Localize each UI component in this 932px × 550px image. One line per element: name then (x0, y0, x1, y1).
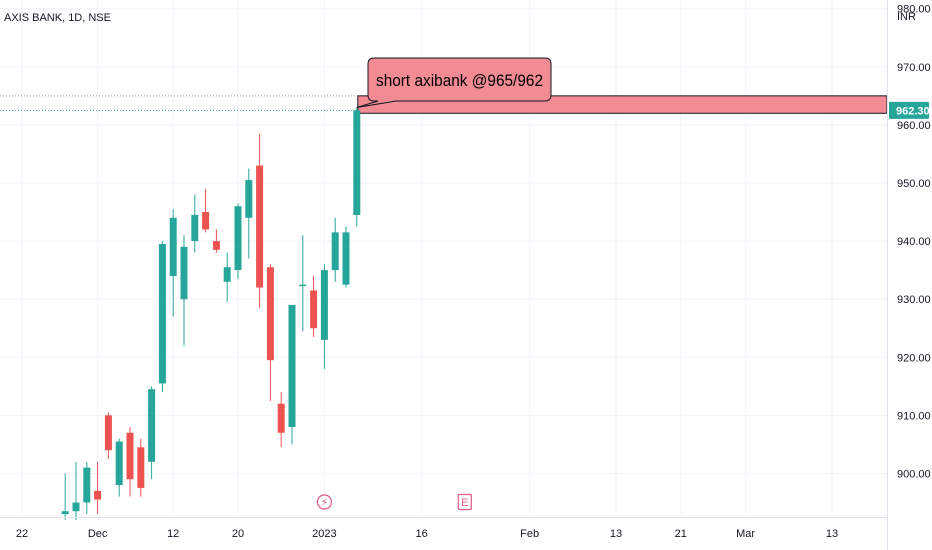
candle-body (277, 403, 285, 433)
candle[interactable] (148, 386, 156, 480)
candle[interactable] (245, 168, 253, 259)
candle[interactable] (83, 461, 91, 515)
callout-text: short axibank @965/962 (376, 71, 543, 90)
candle[interactable] (353, 107, 361, 227)
candle-body (72, 502, 80, 512)
candle[interactable] (331, 217, 339, 282)
callout-annotation[interactable]: short axibank @965/962 (356, 57, 552, 108)
candle-body (148, 389, 156, 462)
candle[interactable] (342, 226, 350, 288)
candle[interactable] (137, 438, 145, 497)
candle-body (266, 267, 274, 361)
candle-body (180, 246, 188, 300)
price-tick-label: 940.00 (897, 236, 931, 248)
candle-body (256, 165, 264, 288)
candle-body (94, 490, 102, 500)
candle-body (169, 217, 177, 276)
candle[interactable] (202, 188, 210, 233)
candle[interactable] (180, 235, 188, 346)
candle[interactable] (320, 264, 328, 369)
symbol-title: AXIS BANK, 1D, NSE (4, 12, 111, 24)
candle-body (234, 206, 242, 271)
candle-body (320, 270, 328, 340)
candle[interactable] (256, 133, 264, 308)
candle-body (353, 110, 361, 215)
candle[interactable] (212, 229, 220, 253)
price-tick-label: 910.00 (897, 410, 931, 422)
candles-group (61, 107, 361, 520)
candle-body (115, 441, 123, 486)
earnings-marker[interactable]: E (457, 493, 472, 511)
candle-body (83, 467, 91, 503)
candle-body (191, 214, 199, 242)
candle-body (137, 447, 145, 488)
price-tick-label: 970.00 (897, 62, 931, 74)
candle[interactable] (234, 203, 242, 279)
price-axis[interactable]: 900.00 910.00 920.00 930.00 940.00 950.00 960.… (897, 4, 931, 481)
dividend-marker[interactable]: ⚡ (316, 494, 332, 510)
time-tick-label: 21 (675, 528, 687, 540)
candle-body (61, 511, 69, 515)
candle-body (202, 212, 210, 230)
earnings-icon: E (461, 497, 468, 509)
candle[interactable] (277, 392, 285, 448)
time-tick-label: 12 (167, 528, 179, 540)
time-tick-label: 13 (826, 528, 838, 540)
candle-body (104, 415, 112, 451)
candle-body (245, 180, 253, 218)
candle-body (331, 232, 339, 271)
time-tick-label: 20 (232, 528, 244, 540)
price-tick-label: 930.00 (897, 294, 931, 306)
time-tick-label: Feb (520, 528, 539, 540)
candle[interactable] (266, 264, 274, 401)
candle[interactable] (223, 252, 231, 303)
time-tick-label: Mar (736, 528, 755, 540)
price-tick-label: 980.00 (897, 4, 931, 16)
time-tick-label: 22 (16, 528, 28, 540)
candle-body (342, 232, 350, 285)
candle[interactable] (169, 209, 177, 317)
candle[interactable] (158, 241, 166, 393)
price-tick-label: 960.00 (897, 120, 931, 132)
price-tick-label: 950.00 (897, 178, 931, 190)
price-tick-label: 920.00 (897, 352, 931, 364)
candle-body (158, 243, 166, 384)
candle[interactable] (72, 461, 80, 520)
candle[interactable] (115, 438, 123, 497)
time-axis[interactable]: 22 Dec 12 20 2023 16 Feb 13 21 Mar 13 (16, 528, 838, 540)
candle-body (212, 241, 220, 250)
candle[interactable] (104, 412, 112, 459)
candle-body (310, 290, 318, 329)
time-tick-label: 16 (415, 528, 427, 540)
candle[interactable] (61, 473, 69, 520)
time-tick-label: 2023 (312, 528, 336, 540)
time-tick-label: Dec (88, 528, 108, 540)
candle[interactable] (299, 235, 307, 332)
current-price-tag: 962.30 (889, 101, 930, 119)
candle[interactable] (288, 304, 296, 445)
current-price-value: 962.30 (896, 105, 930, 117)
candle[interactable] (126, 426, 134, 497)
lightning-icon: ⚡ (321, 497, 329, 509)
candle-body (126, 432, 134, 480)
candle[interactable] (191, 194, 199, 253)
candle[interactable] (310, 275, 318, 337)
candle-body (288, 304, 296, 427)
candle[interactable] (94, 461, 102, 515)
time-tick-label: 13 (610, 528, 622, 540)
candle-body (299, 284, 307, 287)
currency-label: INR (897, 11, 916, 23)
price-tick-label: 900.00 (897, 468, 931, 480)
callout-bubble[interactable] (356, 57, 552, 108)
candle-body (223, 267, 231, 282)
